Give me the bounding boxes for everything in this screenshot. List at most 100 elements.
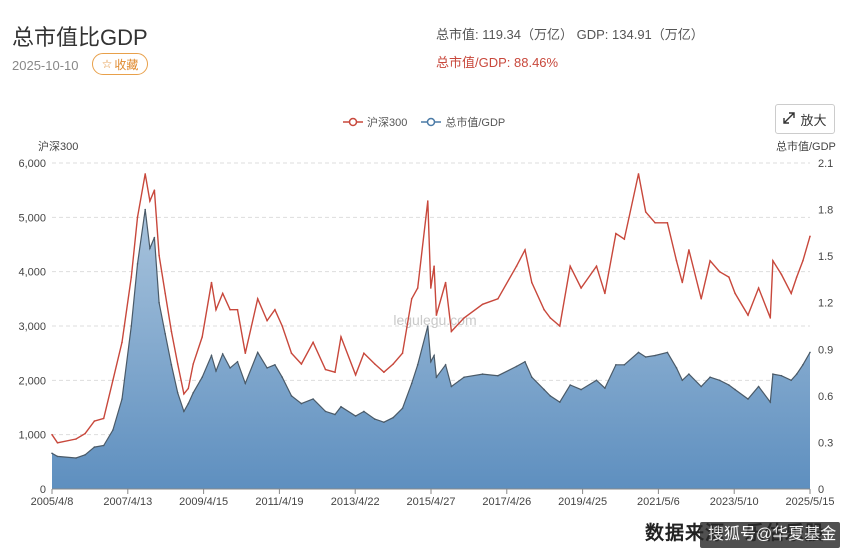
hs300-point [210, 281, 213, 284]
hs300-point [497, 298, 499, 300]
ratio-point [700, 385, 702, 388]
hs300-point [481, 303, 484, 306]
ratio-point [187, 402, 190, 405]
hs300-point [772, 260, 774, 262]
favorite-label: 收藏 [114, 57, 139, 72]
chart-legend: 沪深300 总市值/GDP [343, 114, 505, 130]
ratio-point [559, 401, 561, 403]
ratio-point [221, 353, 224, 355]
ratio-point [644, 356, 647, 358]
ratio-point [93, 446, 96, 448]
hs300-point [383, 371, 385, 374]
hs300-point [192, 363, 194, 365]
ratio-point [809, 351, 811, 354]
legend-hs300-marker [343, 117, 363, 127]
hs300-point [274, 308, 276, 311]
ratio-point [435, 376, 438, 379]
ratio-point [149, 247, 151, 250]
hs300-point [401, 352, 404, 355]
x-tick-label: 2023/5/10 [710, 496, 759, 508]
x-tick-label: 2013/4/22 [331, 496, 380, 508]
y-left-tick-label: 6,000 [18, 158, 46, 170]
ratio-point [450, 385, 453, 388]
y-left-tick-label: 0 [40, 484, 46, 496]
hs300-point [363, 352, 365, 355]
hs300-point [416, 287, 419, 289]
hs300-point [121, 341, 123, 344]
hs300-point [158, 254, 160, 257]
x-tick-label: 2009/4/15 [179, 496, 228, 508]
ratio-point [427, 325, 429, 327]
ratio-point [416, 364, 419, 366]
ratio-point [780, 374, 783, 377]
hs300-point [515, 265, 518, 268]
hs300-point [374, 363, 376, 365]
hs300-point [790, 292, 792, 295]
date-label: 2025-10-10 [12, 58, 79, 73]
hs300-point [136, 216, 139, 219]
hs300-point [340, 336, 342, 338]
hs300-point [187, 387, 190, 390]
legend-item-ratio[interactable]: 总市值/GDP [421, 114, 505, 130]
ratio-point [256, 351, 259, 354]
hs300-point [266, 319, 268, 322]
hs300-point [463, 317, 465, 319]
ratio-point [675, 367, 678, 369]
hs300-point [427, 200, 429, 202]
hs300-point [604, 292, 606, 295]
ratio-point [383, 421, 385, 424]
hs300-point [112, 379, 114, 382]
hs300-point [256, 298, 259, 300]
ratio-point [549, 395, 552, 397]
ratio-point [515, 365, 518, 368]
legend-hs300-label: 沪深300 [367, 117, 408, 129]
ratio-point [392, 416, 395, 419]
hs300-point [236, 308, 239, 311]
hs300-point [149, 200, 151, 202]
ratio-point [595, 379, 598, 382]
hs300-point [176, 363, 179, 365]
hs300-point [229, 308, 231, 311]
ratio-point [481, 373, 484, 375]
hs300-point [675, 260, 678, 262]
ratio-point [84, 454, 86, 456]
ratio-point [497, 374, 499, 377]
ratio-point [102, 444, 105, 447]
hs300-point [324, 368, 327, 371]
favorite-button[interactable]: ☆ 收藏 [92, 53, 148, 75]
brand-label: 搜狐号@华夏基金 [708, 526, 837, 543]
hs300-point [102, 417, 105, 420]
hs300-point [201, 336, 203, 338]
zoom-button[interactable]: 放大 [775, 104, 835, 134]
hs300-point [281, 325, 284, 327]
hs300-point [51, 433, 53, 436]
ratio-point [728, 384, 730, 386]
hs300-point [144, 173, 146, 175]
hs300-point [433, 265, 435, 268]
hs300-point [644, 211, 647, 213]
ratio-point [604, 387, 606, 389]
ratio-point [266, 367, 268, 369]
hs300-point [543, 308, 545, 311]
hs300-point [56, 442, 59, 444]
market-cap-gdp-values: 总市值: 119.34（万亿） GDP: 134.91（万亿） [436, 27, 704, 42]
ratio-point [772, 373, 774, 375]
legend-item-hs300[interactable]: 沪深300 [343, 114, 407, 130]
ratio-point [170, 364, 173, 366]
ratio-point [354, 415, 357, 417]
ratio-point [312, 398, 314, 400]
ratio-point [374, 418, 376, 420]
chart-watermark: legulegu.com [393, 312, 476, 328]
ratio-point [401, 407, 404, 410]
brand-watermark: 搜狐号@华夏基金 [700, 522, 840, 548]
ratio-point [201, 376, 203, 379]
hs300-point [728, 276, 730, 278]
hs300-point [244, 352, 247, 355]
hs300-point [580, 287, 582, 289]
x-tick-label: 2005/4/8 [31, 496, 74, 508]
hs300-point [757, 287, 760, 289]
ratio-point [637, 351, 640, 354]
legend-ratio-label: 总市值/GDP [445, 117, 506, 129]
ratio-point [274, 364, 276, 366]
hs300-point [769, 317, 772, 319]
